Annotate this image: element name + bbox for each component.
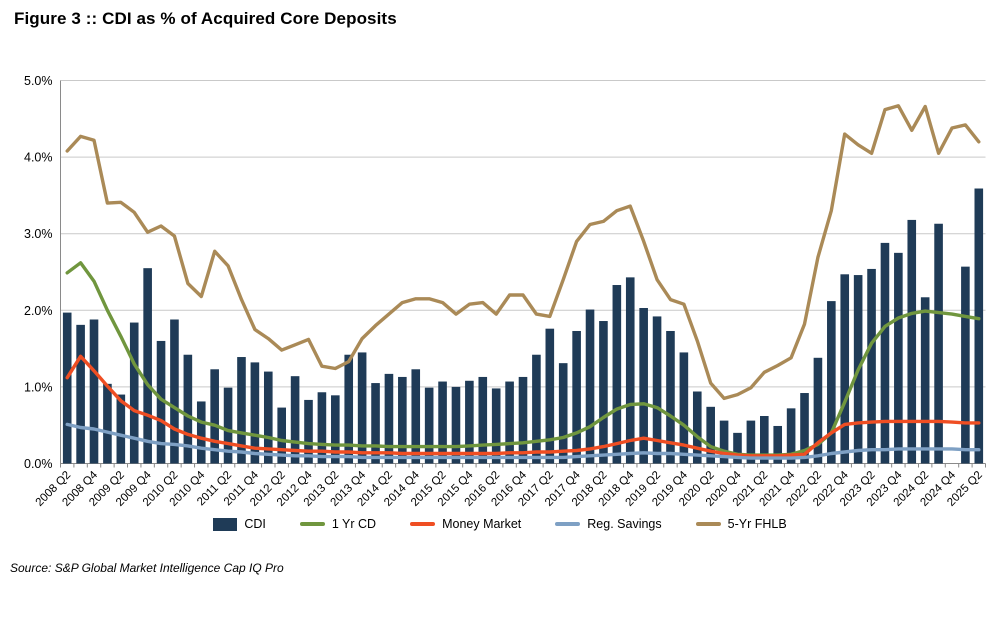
bar-cdi	[920, 297, 930, 464]
legend-label: 5-Yr FHLB	[727, 517, 787, 531]
bar-cdi	[746, 420, 756, 464]
bar-cdi	[62, 312, 72, 464]
legend-swatch-icon	[555, 522, 581, 526]
source-note: Source: S&P Global Market Intelligence C…	[10, 561, 284, 575]
line-reg-savings	[65, 422, 981, 460]
bar-cdi	[800, 393, 809, 464]
y-axis-tick-label: 4.0%	[24, 151, 53, 165]
bar-cdi	[894, 252, 903, 464]
bar-cdi	[344, 354, 354, 464]
line-5-yr-fhlb	[65, 104, 981, 401]
legend-swatch-icon	[410, 522, 436, 526]
bar-cdi	[451, 386, 461, 464]
bar-cdi	[129, 322, 139, 464]
bar-cdi	[103, 383, 112, 464]
bar-cdi	[974, 188, 984, 464]
legend-item-5-yr-fhlb: 5-Yr FHLB	[695, 517, 787, 531]
bar-cdi	[250, 362, 260, 464]
bar-cdi	[277, 407, 286, 464]
bar-cdi	[143, 268, 152, 464]
bar-cdi	[156, 340, 166, 464]
bar-cdi	[424, 387, 434, 464]
bar-cdi	[478, 376, 488, 464]
bar-cdi	[304, 399, 313, 464]
bar-cdi	[558, 363, 568, 464]
bar-cdi	[89, 319, 99, 464]
bar-cdi	[867, 268, 876, 464]
legend-label: 1 Yr CD	[331, 517, 377, 531]
bar-cdi	[491, 388, 501, 464]
bar-cdi	[532, 354, 541, 464]
page-title: Figure 3 :: CDI as % of Acquired Core De…	[14, 9, 397, 28]
bar-cdi	[116, 394, 126, 464]
bar-cdi	[331, 395, 340, 464]
bar-cdi	[679, 352, 689, 464]
bar-cdi	[907, 219, 917, 464]
bar-cdi	[625, 277, 635, 464]
bar-cdi	[934, 223, 943, 464]
bar-cdi	[411, 369, 421, 464]
bar-cdi	[652, 316, 662, 464]
bar-cdi	[786, 408, 796, 464]
bar-cdi	[719, 420, 729, 464]
bar-cdi	[760, 416, 769, 464]
bar-cdi	[961, 266, 970, 464]
legend-item-cdi: CDI	[213, 517, 266, 531]
bar-cdi	[371, 383, 380, 464]
legend-item-reg-savings: Reg. Savings	[555, 517, 662, 531]
line-money-market	[65, 354, 981, 458]
legend-swatch-icon	[213, 517, 238, 531]
bar-cdi	[438, 381, 447, 464]
chart-legend: CDI 1 Yr CD Money Market Reg. Savings 5-Yr F…	[0, 513, 1000, 535]
bar-cdi	[545, 328, 555, 464]
legend-swatch-icon	[695, 522, 721, 526]
bar-cdi	[706, 406, 715, 464]
bar-cdi	[612, 285, 622, 464]
legend-label: Reg. Savings	[587, 517, 662, 531]
bar-cdi	[465, 380, 474, 464]
bar-cdi	[290, 376, 300, 464]
legend-swatch-icon	[299, 522, 325, 526]
bar-cdi	[505, 381, 514, 464]
legend-item-money-market: Money Market	[410, 517, 521, 531]
y-axis-tick-label: 3.0%	[24, 227, 53, 241]
legend-label: Money Market	[442, 517, 522, 531]
bar-cdi	[639, 308, 648, 464]
bar-cdi	[183, 354, 193, 464]
y-axis-tick-label: 0.0%	[24, 457, 53, 471]
y-axis-tick-label: 1.0%	[24, 380, 53, 394]
bar-cdi	[880, 242, 890, 464]
bar-cdi	[518, 376, 528, 464]
bar-cdi	[357, 352, 367, 464]
bar-cdi	[692, 391, 702, 464]
bar-cdi	[76, 324, 85, 464]
bar-cdi	[317, 392, 327, 464]
bar-cdi	[223, 387, 233, 464]
bar-cdi	[827, 301, 836, 464]
bar-cdi	[585, 309, 595, 464]
bar-cdi	[840, 274, 850, 464]
bar-cdi	[599, 321, 608, 464]
bar-cdi	[773, 425, 783, 464]
bar-cdi	[733, 432, 742, 464]
bar-cdi	[237, 357, 246, 464]
bar-cdi	[170, 319, 179, 464]
bar-cdi	[813, 357, 823, 464]
bar-cdi	[384, 373, 394, 464]
bar-cdi	[263, 371, 273, 464]
bar-cdi	[666, 330, 675, 464]
bar-cdi	[210, 369, 219, 464]
y-axis-tick-label: 2.0%	[24, 304, 53, 318]
legend-item-1-yr-cd: 1 Yr CD	[299, 517, 377, 531]
bar-cdi	[572, 330, 581, 464]
bar-cdi	[196, 401, 206, 464]
bar-cdi	[398, 376, 407, 464]
y-axis-tick-label: 5.0%	[24, 74, 53, 88]
legend-label: CDI	[244, 517, 266, 531]
